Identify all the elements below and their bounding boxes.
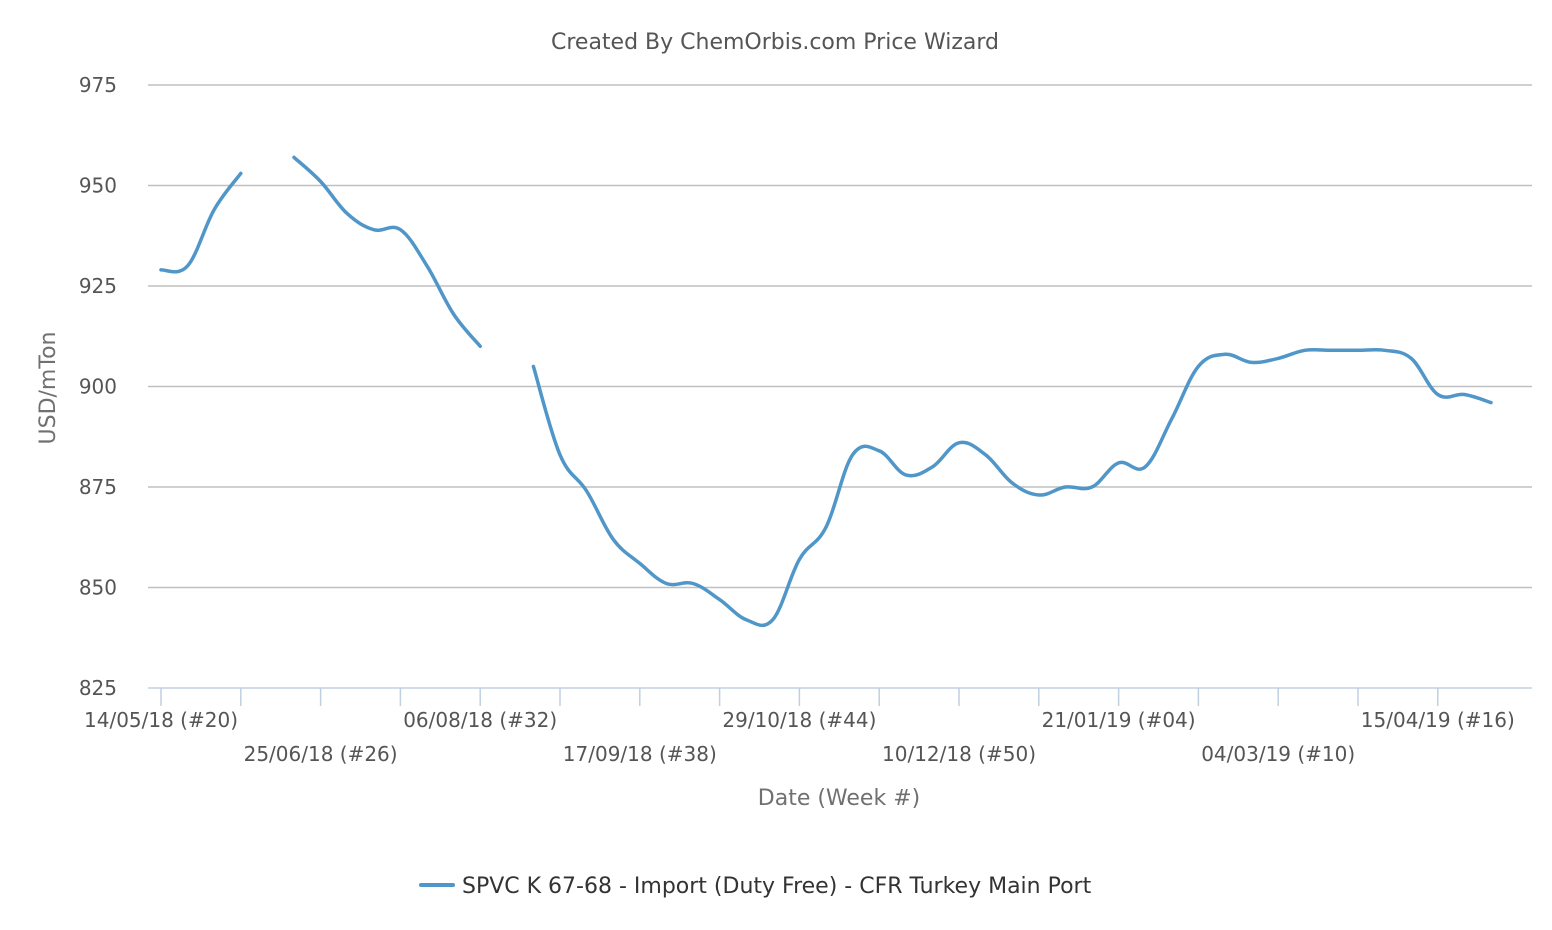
y-tick-label-850: 850 [79, 576, 117, 600]
x-tick-label: 17/09/18 (#38) [563, 742, 717, 766]
grid-layer [148, 84, 1532, 589]
axis-layer [148, 687, 1532, 706]
x-axis-title: Date (Week #) [758, 786, 920, 811]
y-tick-label-825: 825 [79, 676, 117, 700]
x-tick-label: 29/10/18 (#44) [722, 708, 876, 732]
x-tick-label: 06/08/18 (#32) [403, 708, 557, 732]
y-tick-label-950: 950 [79, 174, 117, 198]
x-tick-label: 04/03/19 (#10) [1201, 742, 1355, 766]
series-line-segment-2[interactable] [292, 155, 482, 349]
y-tick-label-975: 975 [79, 73, 117, 97]
legend[interactable]: SPVC K 67-68 - Import (Duty Free) - CFR … [419, 874, 1092, 899]
legend-label: SPVC K 67-68 - Import (Duty Free) - CFR … [462, 874, 1092, 899]
y-axis-title: USD/mTon [36, 332, 61, 445]
y-tick-label-925: 925 [79, 274, 117, 298]
y-tick-label-875: 875 [79, 475, 117, 499]
x-tick-label: 14/05/18 (#20) [84, 708, 238, 732]
y-tick-labels: 825 850 875 900 925 950 975 [79, 73, 117, 700]
y-tick-label-900: 900 [79, 375, 117, 399]
x-tick-label: 25/06/18 (#26) [244, 742, 398, 766]
series-line-segment-3[interactable] [531, 347, 1493, 628]
x-tick-labels: 14/05/18 (#20)25/06/18 (#26)06/08/18 (#3… [84, 708, 1515, 766]
series-line-segment-1[interactable] [159, 171, 243, 274]
chart-title: Created By ChemOrbis.com Price Wizard [551, 30, 999, 55]
x-tick-label: 10/12/18 (#50) [882, 742, 1036, 766]
series-layer [159, 155, 1493, 628]
x-tick-label: 21/01/19 (#04) [1042, 708, 1196, 732]
x-tick-label: 15/04/19 (#16) [1361, 708, 1515, 732]
